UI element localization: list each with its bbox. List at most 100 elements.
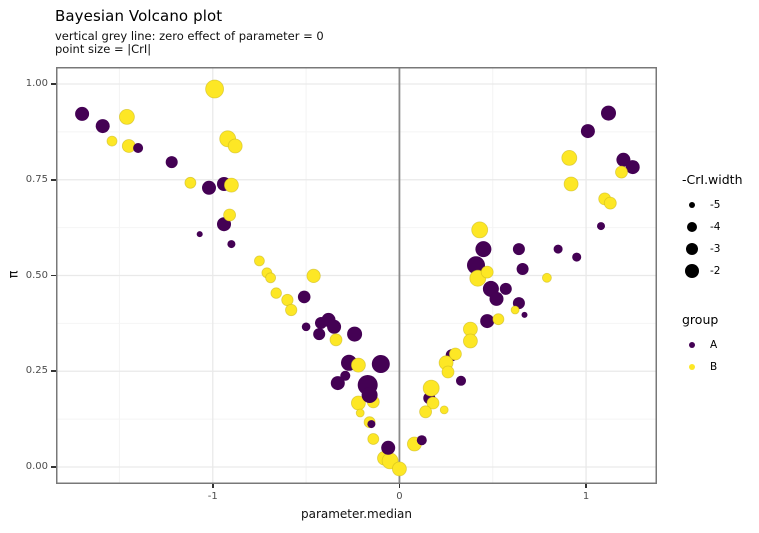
data-point-group-A: [597, 222, 605, 231]
x-axis-tick: [398, 484, 401, 488]
x-tick-label: 0: [396, 491, 403, 502]
data-point-group-B: [119, 109, 135, 125]
data-point-group-B: [329, 333, 343, 347]
data-point-group-A: [467, 256, 485, 275]
y-tick-label: 0.75: [25, 173, 48, 185]
data-point-group-B: [510, 305, 520, 315]
data-point-group-B: [492, 313, 505, 326]
data-point-group-A: [227, 240, 236, 249]
group-legend-key: [682, 363, 702, 371]
y-tick-label: 1.00: [25, 78, 48, 89]
size-dot-icon: [686, 243, 698, 255]
data-point-group-A: [572, 252, 582, 262]
size-legend-entry: -3: [682, 238, 757, 260]
data-point-group-B: [480, 265, 494, 279]
data-point-group-B: [184, 176, 197, 189]
y-axis-tick: [51, 370, 56, 372]
x-axis-tick: [212, 484, 214, 488]
x-tick-label: 1: [582, 491, 590, 502]
data-point-group-B: [462, 333, 478, 349]
data-point-group-A: [512, 243, 525, 256]
y-tick-label: 0.00: [25, 460, 48, 472]
data-point-group-A: [580, 124, 595, 139]
data-point-group-A: [499, 282, 512, 295]
group-legend-label: A: [710, 339, 718, 351]
data-point-group-A: [297, 290, 311, 304]
data-point-group-A: [489, 291, 504, 306]
data-point-group-B: [391, 461, 407, 477]
data-point-group-A: [475, 241, 492, 258]
size-dot-icon: [685, 264, 699, 278]
data-point-group-A: [521, 311, 528, 318]
data-point-group-B: [426, 396, 440, 410]
data-point-group-A: [330, 376, 345, 391]
plot-subtitle-line1: vertical grey line: zero effect of param…: [55, 29, 324, 43]
data-point-group-B: [306, 268, 321, 283]
size-legend-label: -4: [710, 221, 721, 233]
y-axis-tick: [51, 466, 56, 468]
data-point-group-A: [625, 160, 640, 175]
data-point-group-B: [205, 79, 225, 99]
data-point-group-A: [301, 322, 311, 332]
size-legend-key: [682, 202, 702, 208]
data-point-group-B: [603, 196, 617, 210]
size-legend-label: -3: [710, 243, 721, 255]
data-point-group-A: [371, 355, 390, 373]
data-point-group-B: [285, 303, 298, 317]
data-point-group-B: [471, 221, 489, 239]
data-point-group-A: [480, 314, 495, 329]
group-legend-entry: A: [682, 334, 757, 356]
data-point-group-B: [270, 287, 282, 299]
group-legend-entry: B: [682, 356, 757, 378]
data-point-group-B: [223, 208, 237, 222]
data-point-group-A: [75, 106, 90, 121]
data-point-group-B: [227, 138, 243, 154]
legend: -CrI.width -5 -4 -3 -2 group A B: [682, 172, 757, 378]
x-axis-title: parameter.median: [300, 507, 413, 521]
group-legend-key: [682, 341, 702, 349]
data-point-group-B: [121, 139, 136, 153]
data-point-group-B: [355, 408, 365, 418]
data-point-group-B: [441, 365, 455, 379]
y-tick-label: 0.50: [25, 269, 48, 281]
data-point-group-A: [202, 180, 216, 195]
y-axis-tick: [51, 274, 56, 277]
size-dot-icon: [689, 202, 695, 208]
data-point-group-B: [561, 150, 578, 166]
y-tick-label: 0.25: [25, 365, 48, 377]
size-legend-label: -2: [710, 265, 721, 277]
legend-spacer: [682, 282, 757, 312]
data-point-group-A: [133, 143, 144, 153]
data-point-group-A: [456, 375, 466, 386]
data-point-group-B: [253, 255, 265, 267]
data-point-group-B: [223, 177, 239, 193]
data-point-group-A: [347, 326, 363, 342]
size-legend-entry: -5: [682, 194, 757, 216]
data-point-group-B: [367, 433, 380, 445]
size-legend-label: -5: [710, 199, 721, 211]
group-dot-icon: [688, 363, 696, 371]
data-point-group-B: [541, 272, 552, 283]
y-axis-tick: [51, 179, 56, 181]
group-dot-icon: [688, 341, 696, 349]
data-point-group-A: [165, 156, 178, 169]
data-point-group-B: [106, 135, 118, 147]
data-point-group-A: [416, 435, 427, 446]
size-legend-key: [682, 243, 702, 255]
data-point-group-A: [196, 231, 203, 238]
size-legend-key: [682, 264, 702, 278]
data-point-group-A: [601, 105, 616, 121]
size-legend-entry: -4: [682, 216, 757, 238]
size-legend-entry: -2: [682, 260, 757, 282]
data-point-group-A: [553, 244, 563, 254]
data-point-group-A: [367, 420, 376, 429]
data-point-group-B: [439, 405, 449, 415]
data-point-group-B: [422, 379, 440, 397]
x-axis-tick: [585, 484, 587, 488]
data-point-group-B: [615, 165, 628, 179]
x-tick-label: -1: [207, 491, 218, 502]
plot-title: Bayesian Volcano plot: [55, 7, 223, 25]
data-point-group-A: [381, 440, 396, 455]
data-point-group-A: [361, 387, 378, 403]
